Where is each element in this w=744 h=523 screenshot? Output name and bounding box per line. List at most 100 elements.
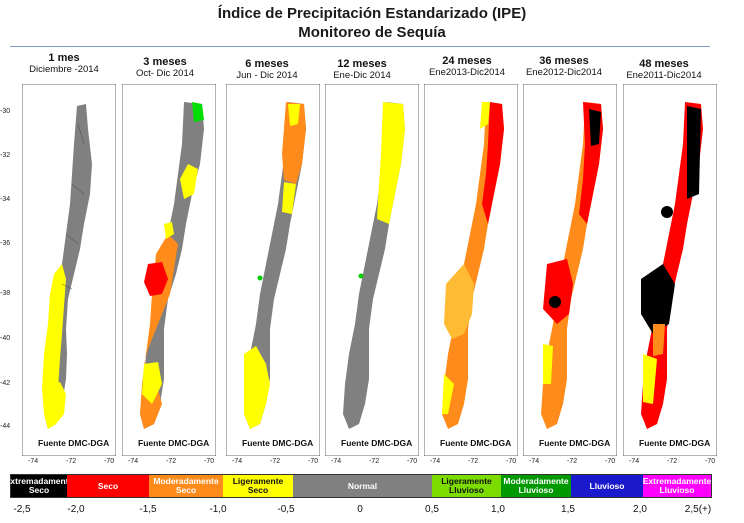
lon-tick: -70	[204, 458, 215, 465]
lon-tick: -74	[629, 458, 640, 465]
panel-range: Ene2012-Dic2014	[525, 67, 603, 78]
threshold-value: -1,0	[209, 504, 227, 515]
lat-tick: -42	[0, 380, 11, 387]
legend-moderately-dry: Moderadamente Seco	[149, 475, 223, 497]
data-source: Fuente DMC-DGA	[637, 438, 713, 448]
spi-legend: Extremadamente Seco Seco Moderadamente Sec…	[5, 474, 712, 498]
panel-range: Oct- Dic 2014	[135, 68, 195, 79]
panel-period: 24 meses	[442, 55, 492, 67]
lon-tick: -70	[506, 458, 517, 465]
lon-tick: -74	[529, 458, 540, 465]
legend-label: Ligeramente	[232, 476, 284, 486]
threshold-value: 1,5	[561, 504, 575, 515]
panel-period: 6 meses	[245, 58, 289, 70]
panel-period: 12 meses	[337, 58, 387, 70]
map-panel-1: Fuente DMC-DGA	[22, 84, 116, 456]
lat-tick: -34	[0, 196, 11, 203]
chile-map-4	[325, 84, 419, 456]
data-source: Fuente DMC-DGA	[438, 438, 514, 448]
legend-label: Extremadamente	[642, 476, 712, 486]
lat-tick: -38	[0, 290, 11, 297]
legend-slightly-wet: Ligeramente Lluvioso	[432, 475, 501, 497]
threshold-value: -2,5	[13, 504, 31, 515]
legend-extremely-wet: Extremadamente Lluvioso	[643, 475, 711, 497]
lon-tick: -72	[66, 458, 77, 465]
threshold-value: -0,5	[277, 504, 295, 515]
legend-label: Lluvioso	[518, 485, 554, 495]
panel-period: 48 meses	[639, 58, 689, 70]
legend-label: Seco	[175, 485, 197, 495]
panel-range: Ene2013-Dic2014	[428, 67, 506, 78]
legend-label: Seco	[28, 485, 50, 495]
map-panel-3: Fuente DMC-DGA	[226, 84, 320, 456]
map-subtitle: Monitoreo de Sequía	[298, 24, 446, 41]
lon-tick: -70	[308, 458, 319, 465]
threshold-value: 0	[357, 504, 363, 515]
lon-tick: -74	[232, 458, 243, 465]
threshold-value: 0,5	[425, 504, 439, 515]
threshold-value: 1,0	[491, 504, 505, 515]
chile-map-2	[122, 84, 216, 456]
legend-label: Ligeramente	[441, 476, 492, 486]
chile-map-3	[226, 84, 320, 456]
threshold-value: 2,5(+)	[684, 504, 712, 515]
data-source: Fuente DMC-DGA	[136, 438, 212, 448]
data-source: Fuente DMC-DGA	[537, 438, 613, 448]
map-panel-7: Fuente DMC-DGA	[623, 84, 717, 456]
data-source: Fuente DMC-DGA	[339, 438, 415, 448]
legend-extremely-dry: Extremadamente Seco	[5, 475, 73, 497]
panel-header-6: 36 meses Ene2012-Dic2014	[516, 55, 612, 78]
chile-map-7	[623, 84, 717, 456]
threshold-value: -1,5	[139, 504, 157, 515]
lat-tick: -40	[0, 335, 11, 342]
legend-moderately-wet: Moderadamente Lluvioso	[501, 475, 571, 497]
chile-map-1	[22, 84, 116, 456]
lon-tick: -72	[166, 458, 177, 465]
data-source: Fuente DMC-DGA	[240, 438, 316, 448]
panel-range: Ene-Dic 2014	[333, 70, 391, 81]
legend-label: Lluvioso	[449, 485, 484, 495]
lat-tick: -32	[0, 152, 11, 159]
legend-label: Extremadamente	[4, 476, 74, 486]
lat-tick: -44	[0, 423, 11, 430]
panel-period: 1 mes	[48, 52, 80, 64]
lon-tick: -74	[128, 458, 139, 465]
lon-tick: -70	[104, 458, 115, 465]
legend-wet: Lluvioso	[571, 475, 643, 497]
legend-label: Normal	[347, 480, 378, 491]
lat-tick: -30	[0, 108, 11, 115]
panel-header-7: 48 meses Ene2011-Dic2014	[616, 58, 712, 81]
panel-range: Ene2011-Dic2014	[626, 70, 702, 81]
map-panel-4: Fuente DMC-DGA	[325, 84, 419, 456]
lon-tick: -72	[270, 458, 281, 465]
map-panel-6: Fuente DMC-DGA	[523, 84, 617, 456]
lon-tick: -74	[430, 458, 441, 465]
lon-tick: -72	[667, 458, 678, 465]
lon-tick: -74	[28, 458, 39, 465]
legend-thresholds: -2,5 -2,0 -1,5 -1,0 -0,5 0 0,5 1,0 1,5 2…	[0, 504, 744, 518]
chile-map-5	[424, 84, 518, 456]
panel-header-3: 6 meses Jun - Dic 2014	[219, 58, 315, 81]
map-title: Índice de Precipitación Estandarizado (I…	[217, 5, 527, 22]
legend-label: Lluvioso	[659, 485, 695, 495]
lon-tick: -72	[468, 458, 479, 465]
lon-tick: -72	[369, 458, 380, 465]
legend-label: Seco	[97, 480, 119, 491]
lon-tick: -74	[331, 458, 342, 465]
threshold-value: 2,0	[633, 504, 647, 515]
map-panel-5: Fuente DMC-DGA	[424, 84, 518, 456]
title-divider	[10, 46, 710, 47]
chile-map-6	[523, 84, 617, 456]
panel-period: 3 meses	[143, 56, 187, 68]
legend-label: Lluvioso	[589, 480, 625, 491]
legend-label: Moderadamente	[503, 476, 569, 486]
panel-range: Jun - Dic 2014	[236, 70, 298, 81]
panel-range: Diciembre -2014	[29, 64, 99, 75]
panel-header-1: 1 mes Diciembre -2014	[16, 52, 112, 75]
legend-dry: Seco	[67, 475, 149, 497]
lon-tick: -70	[705, 458, 716, 465]
panel-period: 36 meses	[539, 55, 589, 67]
panel-header-4: 12 meses Ene-Dic 2014	[314, 58, 410, 81]
panel-header-5: 24 meses Ene2013-Dic2014	[419, 55, 515, 78]
data-source: Fuente DMC-DGA	[36, 438, 112, 448]
